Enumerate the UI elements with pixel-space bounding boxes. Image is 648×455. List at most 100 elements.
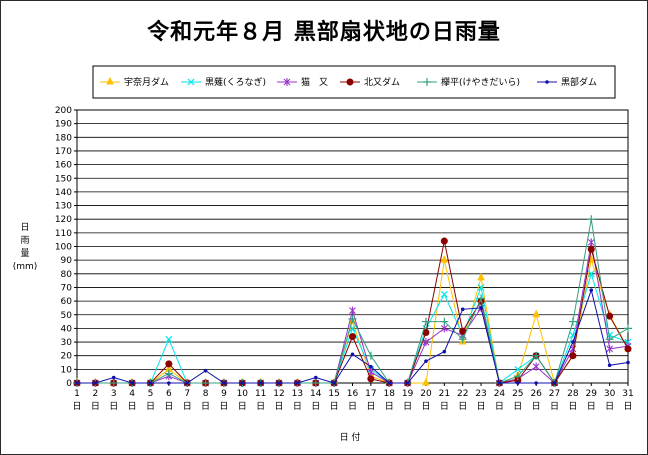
data-point-series-6: [93, 381, 98, 385]
data-point-series-5: [311, 379, 320, 387]
data-point-series-5: [587, 215, 596, 224]
data-point-series-5: [348, 314, 357, 323]
x-tick-label: 20: [420, 389, 432, 399]
data-point-series-3: [606, 344, 614, 353]
data-point-series-5: [164, 369, 173, 378]
x-tick-suffix: 日: [128, 401, 137, 412]
data-point-series-3: [532, 362, 540, 371]
x-tick-suffix: 日: [495, 401, 504, 412]
x-tick-suffix: 日: [421, 401, 430, 412]
y-tick-label: 200: [55, 106, 72, 116]
data-point-series-4: [165, 360, 173, 368]
x-tick-suffix: 日: [238, 401, 247, 412]
x-tick-label: 24: [494, 389, 506, 399]
data-point-series-6: [222, 381, 226, 385]
data-point-series-5: [421, 317, 430, 326]
x-tick-label: 26: [530, 389, 542, 399]
data-point-series-3: [587, 238, 595, 247]
x-tick-label: 12: [273, 389, 284, 399]
x-tick-suffix: 日: [72, 401, 81, 412]
x-tick-suffix: 日: [477, 401, 486, 412]
x-tick-label: 14: [310, 389, 322, 399]
data-point-series-5: [568, 317, 577, 326]
y-tick-label: 120: [55, 215, 72, 225]
x-tick-suffix: 日: [550, 401, 559, 412]
y-tick-label: 30: [61, 338, 73, 348]
y-axis-unit: (mm): [12, 262, 38, 272]
data-point-series-2: [477, 284, 485, 291]
data-point-series-2: [165, 335, 173, 343]
data-point-series-4: [422, 328, 430, 336]
x-tick-label: 27: [549, 389, 560, 399]
x-tick-label: 28: [567, 389, 579, 399]
y-tick-label: 170: [55, 147, 72, 157]
y-tick-label: 130: [55, 202, 72, 212]
data-point-series-6: [479, 306, 483, 310]
x-tick-suffix: 日: [366, 401, 375, 412]
data-point-series-4: [606, 312, 614, 320]
x-tick-label: 19: [402, 389, 414, 399]
x-tick-suffix: 日: [458, 401, 467, 412]
legend-swatch-marker: [423, 78, 431, 86]
x-tick-suffix: 日: [587, 401, 596, 412]
data-point-series-6: [185, 381, 189, 385]
x-tick-label: 10: [237, 389, 249, 399]
y-axis-label: 日雨量 (mm): [8, 222, 42, 274]
data-point-series-1: [532, 309, 540, 318]
data-point-series-6: [258, 381, 263, 385]
x-tick-suffix: 日: [219, 401, 228, 412]
legend-label: 黒部ダム: [561, 76, 597, 88]
data-point-series-2: [440, 290, 448, 298]
data-point-series-6: [387, 381, 392, 385]
legend-label: 猫 又: [301, 76, 328, 88]
y-tick-label: 0: [66, 379, 72, 389]
data-point-series-5: [109, 379, 118, 387]
data-point-series-1: [440, 255, 449, 263]
data-point-series-4: [440, 237, 448, 245]
x-tick-label: 1: [74, 389, 80, 399]
x-tick-label: 5: [148, 389, 154, 399]
x-tick-label: 21: [439, 389, 450, 399]
x-tick-suffix: 日: [201, 401, 210, 412]
y-tick-label: 110: [55, 229, 72, 239]
data-point-series-5: [513, 372, 522, 381]
x-tick-suffix: 日: [532, 401, 541, 412]
data-point-series-5: [477, 294, 486, 303]
x-tick-label: 17: [365, 389, 376, 399]
data-point-series-6: [369, 364, 373, 369]
data-point-series-1: [477, 272, 485, 281]
data-point-series-6: [497, 381, 502, 385]
x-tick-label: 22: [457, 389, 468, 399]
y-tick-label: 40: [61, 324, 73, 334]
y-tick-label: 60: [61, 297, 73, 307]
legend-swatch-marker: [283, 78, 291, 86]
data-point-series-6: [424, 359, 428, 363]
legend-label: 北又ダム: [364, 76, 400, 88]
data-point-series-6: [350, 352, 355, 357]
data-point-series-4: [459, 327, 467, 335]
data-point-series-5: [458, 335, 467, 344]
x-tick-suffix: 日: [440, 401, 449, 412]
legend-swatch-marker: [187, 78, 195, 86]
y-tick-label: 90: [61, 256, 73, 266]
chart-title: 令和元年８月 黒部扇状地の日雨量: [147, 20, 501, 45]
x-tick-label: 30: [604, 389, 616, 399]
x-tick-suffix: 日: [256, 401, 265, 412]
x-tick-label: 3: [111, 389, 117, 399]
data-point-series-4: [569, 352, 577, 360]
x-tick-suffix: 日: [183, 401, 192, 412]
y-tick-label: 160: [55, 161, 72, 171]
x-tick-suffix: 日: [311, 401, 320, 412]
data-point-series-3: [422, 338, 430, 347]
x-tick-suffix: 日: [568, 401, 577, 412]
data-point-series-6: [626, 360, 630, 365]
legend-swatch-marker: [545, 80, 549, 84]
data-point-series-6: [111, 375, 116, 380]
x-axis-label: 日 付: [339, 433, 361, 443]
y-axis-label-char: 量: [20, 249, 30, 259]
data-point-series-3: [440, 324, 448, 333]
x-tick-label: 31: [622, 389, 633, 399]
data-point-series-5: [624, 324, 632, 333]
x-tick-label: 18: [384, 389, 396, 399]
x-tick-label: 13: [292, 389, 303, 399]
